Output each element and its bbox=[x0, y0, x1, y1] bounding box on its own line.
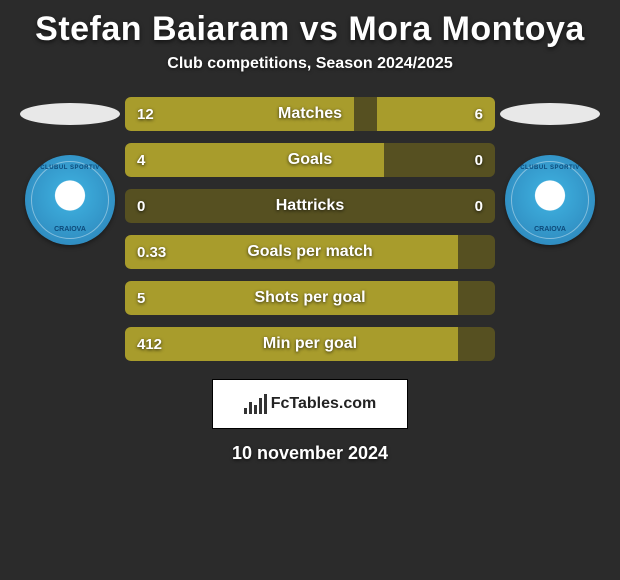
stat-label: Hattricks bbox=[125, 189, 495, 223]
club-badge-left: CLUBUL SPORTIV CRAIOVA bbox=[25, 155, 115, 245]
stat-row: 0Hattricks0 bbox=[125, 189, 495, 223]
badge-bottom-text: CRAIOVA bbox=[505, 226, 595, 233]
footer-brand-box: FcTables.com bbox=[212, 379, 408, 429]
badge-top-text: CLUBUL SPORTIV bbox=[505, 165, 595, 171]
footer-logo: FcTables.com bbox=[244, 394, 377, 414]
comparison-infographic: Stefan Baiaram vs Mora Montoya Club comp… bbox=[0, 0, 620, 464]
stat-value-right: 0 bbox=[475, 143, 483, 177]
stat-row: 412Min per goal bbox=[125, 327, 495, 361]
stat-label: Matches bbox=[125, 97, 495, 131]
subtitle: Club competitions, Season 2024/2025 bbox=[0, 55, 620, 97]
club-badge-right: CLUBUL SPORTIV CRAIOVA bbox=[505, 155, 595, 245]
date-text: 10 november 2024 bbox=[0, 443, 620, 464]
badge-bottom-text: CRAIOVA bbox=[25, 226, 115, 233]
badge-top-text: CLUBUL SPORTIV bbox=[25, 165, 115, 171]
left-player-col: CLUBUL SPORTIV CRAIOVA bbox=[15, 97, 125, 245]
right-player-col: CLUBUL SPORTIV CRAIOVA bbox=[495, 97, 605, 245]
logo-bars-icon bbox=[244, 394, 267, 414]
stat-value-right: 0 bbox=[475, 189, 483, 223]
stat-row: 5Shots per goal bbox=[125, 281, 495, 315]
main-row: CLUBUL SPORTIV CRAIOVA 12Matches6 4Goals0… bbox=[0, 97, 620, 373]
stat-row: 12Matches6 bbox=[125, 97, 495, 131]
player-avatar-left bbox=[20, 103, 120, 125]
player-avatar-right bbox=[500, 103, 600, 125]
stat-label: Goals bbox=[125, 143, 495, 177]
stat-row: 4Goals0 bbox=[125, 143, 495, 177]
stat-label: Min per goal bbox=[125, 327, 495, 361]
page-title: Stefan Baiaram vs Mora Montoya bbox=[0, 0, 620, 55]
stat-row: 0.33Goals per match bbox=[125, 235, 495, 269]
stat-value-right: 6 bbox=[475, 97, 483, 131]
stats-column: 12Matches64Goals00Hattricks00.33Goals pe… bbox=[125, 97, 495, 373]
footer-brand-text: FcTables.com bbox=[271, 395, 377, 413]
stat-label: Goals per match bbox=[125, 235, 495, 269]
stat-label: Shots per goal bbox=[125, 281, 495, 315]
